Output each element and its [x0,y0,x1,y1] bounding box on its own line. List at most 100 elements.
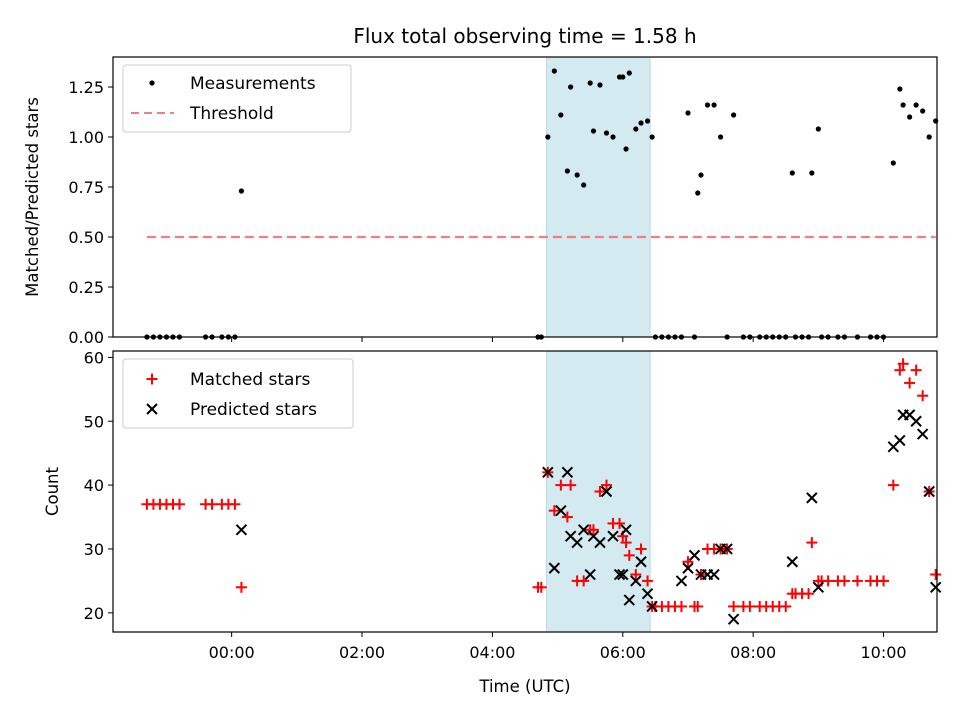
measurement-point [907,114,913,120]
measurement-point [564,168,570,174]
predicted-star-point [584,568,596,581]
matched-star-point [917,390,929,402]
predicted-star-point [910,415,922,427]
predicted-star-point [708,568,720,581]
measurement-point [698,172,704,178]
measurement-point [704,102,711,108]
matched-star-point [600,479,612,491]
matched-star-point [635,543,647,555]
top-panel: 0.00 0.25 0.50 0.75 1.00 1.25 Matched/Predict… [23,56,939,347]
x-tick-label: 00:00 [209,643,255,662]
predicted-star-point [623,594,636,606]
matched-star-point [594,486,606,497]
measurement-point [913,102,919,108]
predicted-star-point [561,466,574,479]
measurement-point [603,130,610,136]
y-tick-label: 1.25 [68,78,104,97]
measurement-point [545,134,551,140]
predicted-star-point [571,536,583,549]
matched-star-point [561,511,573,523]
matched-star-point [894,364,906,376]
measurement-point [717,134,724,140]
measurement-point [551,68,557,74]
matched-star-point [897,358,909,370]
matched-star-point [206,498,218,510]
bottom-legend: Matched stars Predicted stars [122,358,354,429]
y-tick-label: 0.00 [68,328,104,347]
legend-label-predicted-stars: Predicted stars [190,400,317,420]
measurement-point [623,146,629,152]
y-tick-label: 0.50 [68,228,104,247]
y-tick-label: 0.25 [68,278,104,297]
matched-star-point [614,517,626,529]
predicted-star-point [916,428,929,440]
predicted-star-point [894,434,906,447]
bottom-plot-area [141,358,942,625]
top-y-axis-label: Matched/Predicted stars [23,97,42,297]
measurement-point [597,82,603,88]
measurement-point [789,170,795,176]
measurement-point [590,128,597,134]
legend-dot-marker [149,80,155,86]
matched-star-point [173,498,185,510]
x-tick-label: 04:00 [469,643,515,662]
predicted-star-point [542,466,554,479]
predicted-star-point [620,524,632,536]
bottom-y-ticks: 20 30 40 50 60 [84,348,113,623]
x-tick-label: 08:00 [730,643,776,662]
matched-star-point [620,537,632,549]
measurement-point [926,134,932,140]
matched-star-point [548,505,560,517]
measurement-point [587,80,593,86]
bottom-legend-box [122,358,354,429]
observing-window-span [546,56,651,338]
measurement-point [649,134,655,140]
y-tick-label: 40 [84,476,104,495]
legend-x-glyph [146,403,158,415]
matched-star-point [803,588,815,600]
top-legend: Measurements Threshold [122,64,352,133]
predicted-star-point [617,568,629,581]
predicted-star-point [600,485,613,498]
legend-label-measurements: Measurements [190,74,316,94]
matched-star-point [535,581,547,593]
y-tick-label: 60 [84,348,104,367]
matched-star-point [838,575,850,587]
top-highlight-span [546,56,651,338]
measurement-point [581,182,587,188]
measurement-point [644,118,651,124]
measurement-point [920,108,926,114]
measurement-point [574,172,580,178]
predicted-star-point [641,587,654,600]
matched-star-point [555,479,567,491]
predicted-star-point [577,524,590,536]
measurement-point [568,84,574,90]
y-tick-label: 50 [84,412,104,431]
top-axes-frame [112,56,938,338]
matched-star-point [910,364,922,376]
bottom-axes-frame [112,350,938,633]
matched-star-point [682,556,694,568]
measurement-point [685,110,691,116]
matched-star-point [229,498,241,510]
predicted-star-point [548,562,561,574]
predicted-star-point [806,492,818,504]
matched-star-point [692,600,704,612]
predicted-star-point [929,581,942,594]
matched-star-point [780,600,792,612]
chart-title: Flux total observing time = 1.58 h [353,24,696,48]
measurement-point [238,188,245,194]
measurement-point [731,112,737,118]
matched-star-point [630,569,642,581]
predicted-star-point [607,530,619,542]
measurement-point [620,74,626,80]
measurement-point [711,102,717,108]
predicted-star-point [613,568,626,581]
measurement-point [890,160,896,166]
y-tick-label: 20 [84,604,104,623]
top-y-ticks: 0.00 0.25 0.50 0.75 1.00 1.25 [68,78,113,347]
y-tick-label: 0.75 [68,178,104,197]
bottom-y-axis-label: Count [43,466,62,516]
matched-star-point [887,479,899,491]
